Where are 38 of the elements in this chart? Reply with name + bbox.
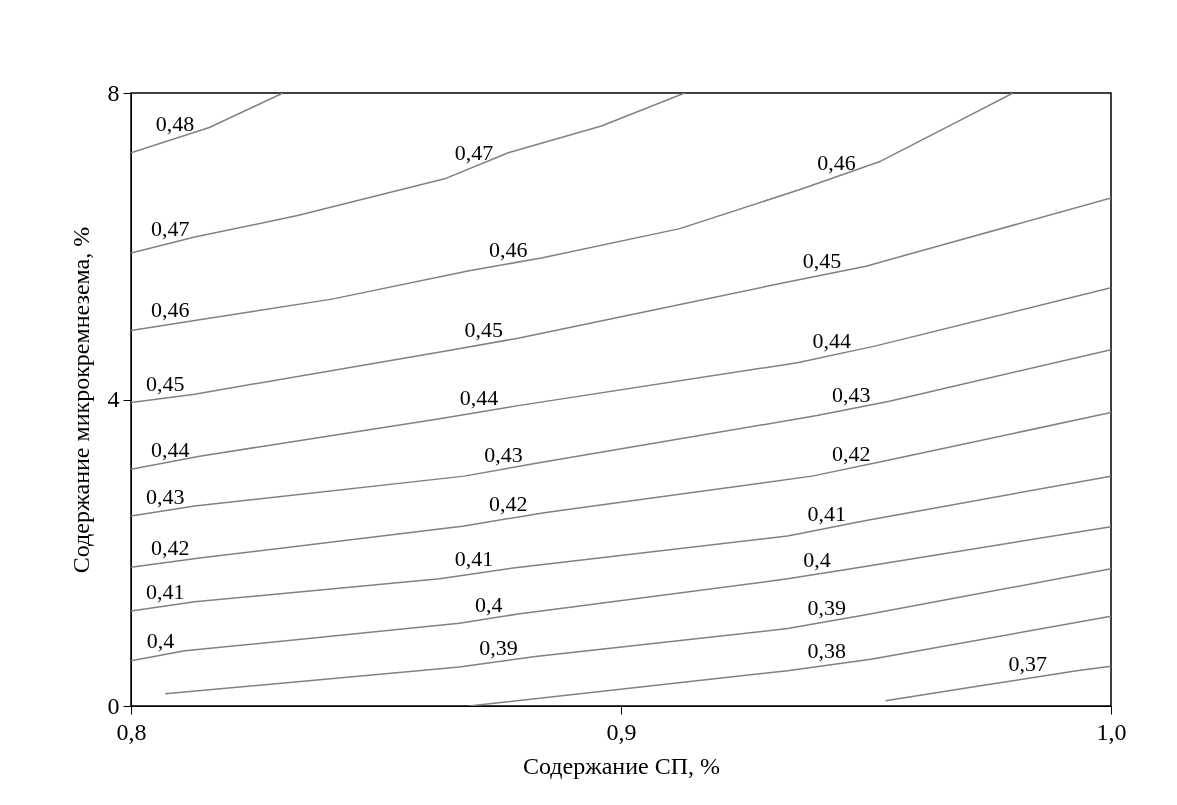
annotation: 0,42 <box>832 440 871 466</box>
x-tick-label: 0,9 <box>606 718 637 745</box>
annotation: 0,44 <box>812 328 851 354</box>
annotation: 0,46 <box>150 297 190 323</box>
y-axis-title: Содержание микрокремнезема, % <box>67 226 94 574</box>
annotation: 0,45 <box>802 248 842 274</box>
annotation: 0,43 <box>146 483 185 509</box>
annotation: 0,47 <box>454 139 494 165</box>
annotation: 0,4 <box>146 628 175 654</box>
annotation: 0,44 <box>459 384 499 410</box>
annotation: 0,48 <box>155 111 195 137</box>
y-tick-label: 4 <box>107 386 120 412</box>
annotation: 0,39 <box>807 594 847 620</box>
annotation: 0,45 <box>146 370 185 396</box>
annotation: 0,47 <box>150 216 190 242</box>
y-tick-label: 0 <box>107 692 120 719</box>
x-tick-label: 0,8 <box>116 718 147 745</box>
annotation: 0,4 <box>803 547 831 573</box>
annotation: 0,45 <box>464 317 504 343</box>
annotation: 0,38 <box>807 638 847 664</box>
annotation: 0,39 <box>479 634 518 660</box>
annotation: 0,43 <box>832 381 871 407</box>
annotation: 0,42 <box>489 491 528 517</box>
annotation: 0,41 <box>146 579 185 605</box>
line-series <box>131 411 1111 569</box>
annotation: 0,41 <box>807 501 847 527</box>
y-tick-label: 8 <box>107 79 120 106</box>
annotation: 0,4 <box>474 591 503 617</box>
annotation: 0,37 <box>1008 651 1047 677</box>
x-tick-label: 1,0 <box>1096 718 1127 745</box>
annotation: 0,43 <box>484 442 523 468</box>
annotation: 0,46 <box>817 149 856 175</box>
annotation: 0,42 <box>150 534 190 560</box>
line-series <box>131 286 1111 470</box>
x-axis-title: Содержание СП, % <box>522 752 721 779</box>
annotation: 0,46 <box>489 236 528 262</box>
annotation: 0,44 <box>150 436 190 462</box>
annotation: 0,41 <box>454 546 494 572</box>
